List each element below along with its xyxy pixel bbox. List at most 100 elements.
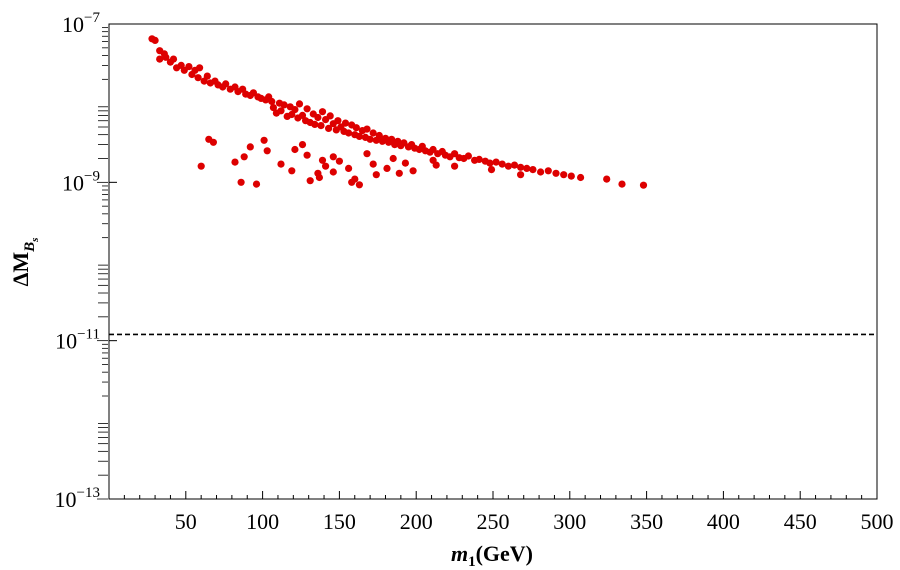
data-point [486,159,494,167]
data-point [383,164,391,172]
data-point [291,145,299,154]
data-point [429,145,437,154]
data-point [498,160,506,168]
data-point [314,113,322,122]
y-tick-label: 10−13 [55,485,100,512]
data-point [169,55,178,63]
data-point [552,169,560,177]
data-point [280,101,288,109]
data-point [560,171,568,179]
data-point [363,125,371,133]
data-point [156,55,164,63]
data-point [372,171,380,179]
data-point [577,173,585,182]
data-point [401,159,409,167]
x-tick-label: 100 [246,509,279,534]
data-point [451,162,459,170]
data-point [504,162,512,170]
data-point [326,112,334,120]
data-point [185,63,193,71]
data-point [194,74,202,82]
data-point [318,156,327,164]
data-point [517,163,525,171]
data-point [197,162,205,170]
data-point [303,105,311,113]
data-point [315,173,323,182]
data-point [389,154,397,163]
data-point [366,135,374,143]
x-axis-ticks: 50 100 150 200 250 300 350 400 450 500 [123,491,894,534]
data-point [288,167,296,175]
data-point [345,129,353,137]
data-point [341,119,350,127]
data-point [252,180,261,188]
y-tick-label: 10−9 [62,168,100,195]
data-point [151,36,159,45]
data-point [529,166,537,174]
data-point [544,167,552,175]
data-point [246,143,254,151]
data-point [318,108,327,116]
data-point [317,122,325,130]
data-point [203,72,211,80]
data-point [162,53,170,61]
y-tick-label: 10−11 [55,327,100,354]
x-tick-label: 350 [630,509,663,534]
data-point [388,135,396,143]
data-point [334,117,342,125]
x-tick-label: 150 [323,509,356,534]
data-point [510,161,519,169]
data-point [240,153,248,161]
data-point [249,89,257,97]
data-point [409,167,417,175]
data-point [298,141,307,149]
data-point [291,106,299,114]
x-tick-label: 200 [400,509,433,534]
x-tick-label: 50 [175,509,197,534]
data-point [277,160,285,168]
data-point [237,178,245,186]
data-point [311,120,319,128]
data-point [603,175,611,183]
data-point [222,80,230,88]
x-tick-label: 500 [861,509,894,534]
data-point [303,151,311,159]
data-point [335,157,343,165]
data-point [348,178,356,186]
data-point [618,180,626,188]
x-axis-title: m1(GeV) [451,541,533,570]
data-point [269,104,277,112]
data-point [196,64,204,72]
data-point [492,158,500,166]
data-point [567,172,575,180]
data-point [355,181,363,189]
data-point [295,100,304,108]
data-point [487,166,496,174]
x-tick-label: 250 [477,509,510,534]
data-point [395,169,403,177]
data-point [523,164,531,172]
data-point [537,168,545,176]
data-point [329,168,337,176]
y-axis-title: ΔMBs [8,238,41,287]
y-tick-label: 10−7 [62,10,100,37]
minor-ticks [97,27,108,500]
data-point [325,124,333,132]
data-point [375,131,383,140]
data-point [352,124,360,132]
data-point [355,132,363,140]
data-point [268,97,276,106]
data-point [209,138,217,146]
data-point [345,164,353,172]
data-point [322,162,330,170]
data-point [363,150,371,158]
x-tick-label: 450 [784,509,817,534]
data-point [277,107,285,115]
data-point [464,152,472,160]
x-tick-label: 400 [707,509,740,534]
x-tick-label: 300 [553,509,586,534]
data-point [475,155,483,163]
data-point [298,111,307,119]
